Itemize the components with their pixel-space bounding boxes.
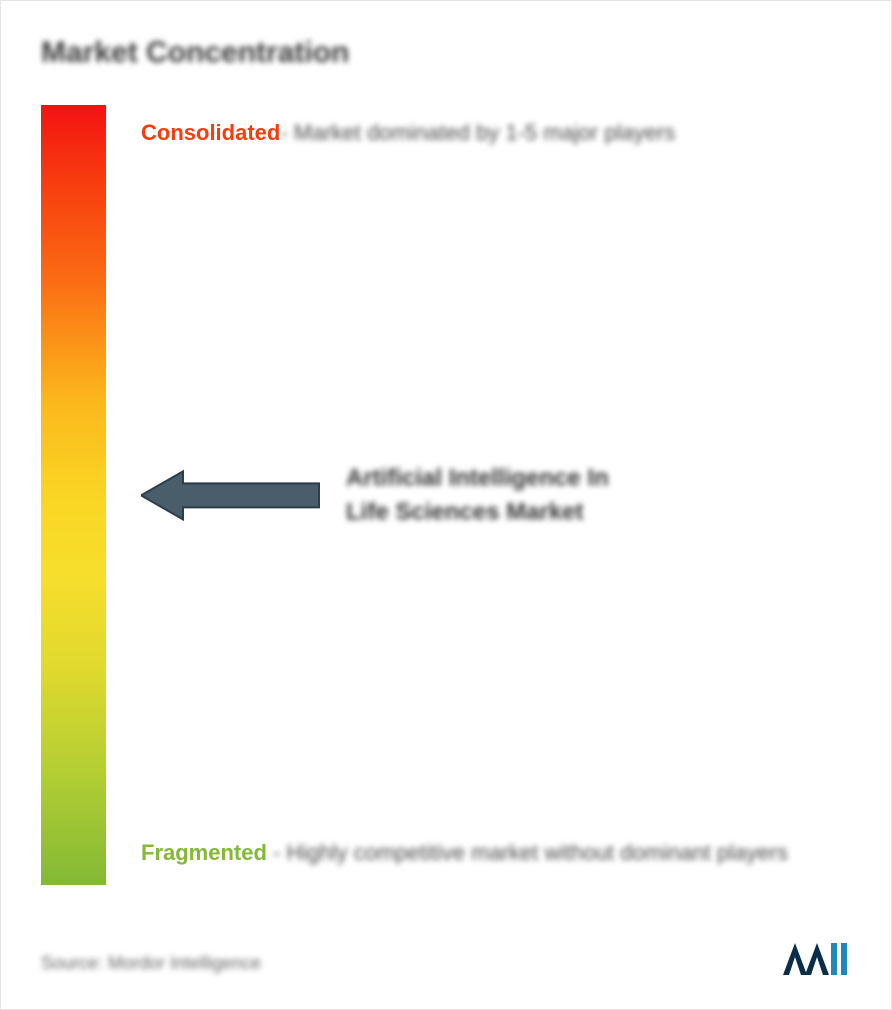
labels-column: Consolidated- Market dominated by 1-5 ma… (106, 105, 851, 885)
page-title: Market Concentration (41, 36, 851, 70)
market-pointer: Artificial Intelligence In Life Sciences… (141, 461, 609, 528)
fragmented-description: - Highly competitive market without domi… (273, 840, 788, 865)
consolidated-label: Consolidated- Market dominated by 1-5 ma… (141, 113, 831, 153)
fragmented-label: Fragmented - Highly competitive market w… (141, 833, 831, 873)
market-name-line1: Artificial Intelligence In (346, 461, 609, 495)
consolidated-description: - Market dominated by 1-5 major players (280, 120, 675, 145)
infographic-container: Market Concentration Consolidated- Marke… (1, 1, 891, 1009)
brand-logo (781, 935, 851, 984)
concentration-gradient-bar (41, 105, 106, 885)
arrow-left-icon (141, 467, 321, 523)
consolidated-keyword: Consolidated (141, 120, 280, 145)
source-attribution: Source: Mordor Intelligence (41, 953, 261, 974)
market-name: Artificial Intelligence In Life Sciences… (346, 461, 609, 528)
market-name-line2: Life Sciences Market (346, 495, 609, 529)
content-area: Consolidated- Market dominated by 1-5 ma… (41, 105, 851, 885)
fragmented-keyword: Fragmented (141, 840, 267, 865)
